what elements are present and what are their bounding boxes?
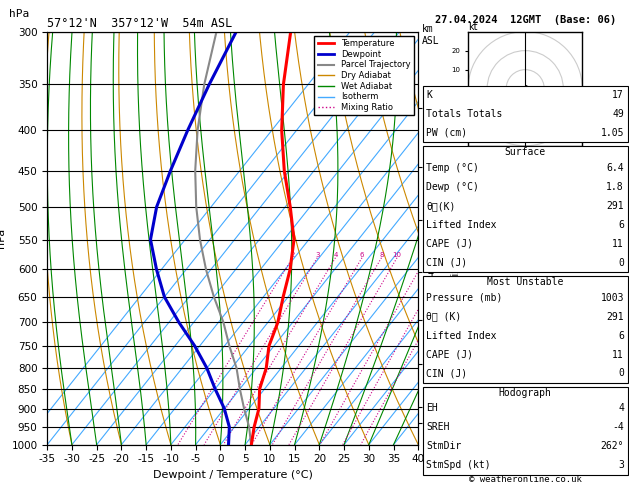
Text: 262°: 262° xyxy=(601,441,624,451)
Text: CIN (J): CIN (J) xyxy=(426,368,467,379)
Text: StmDir: StmDir xyxy=(426,441,462,451)
Text: 0: 0 xyxy=(618,368,624,379)
Text: 0: 0 xyxy=(618,258,624,268)
Text: θᴄ(K): θᴄ(K) xyxy=(426,201,456,211)
Text: ↑: ↑ xyxy=(512,101,519,110)
Text: SREH: SREH xyxy=(426,422,450,433)
Text: 1003: 1003 xyxy=(601,293,624,303)
Text: 27.04.2024  12GMT  (Base: 06): 27.04.2024 12GMT (Base: 06) xyxy=(435,15,616,25)
Text: CAPE (J): CAPE (J) xyxy=(426,239,474,249)
Text: CIN (J): CIN (J) xyxy=(426,258,467,268)
Text: 3: 3 xyxy=(315,252,320,258)
Text: 8: 8 xyxy=(379,252,384,258)
Text: 57°12'N  357°12'W  54m ASL: 57°12'N 357°12'W 54m ASL xyxy=(47,17,233,31)
Y-axis label: Mixing Ratio (g/kg): Mixing Ratio (g/kg) xyxy=(450,192,460,284)
Text: 6: 6 xyxy=(618,220,624,230)
Text: 6.4: 6.4 xyxy=(606,163,624,173)
Text: Lifted Index: Lifted Index xyxy=(426,220,497,230)
Text: 11: 11 xyxy=(612,239,624,249)
Text: 291: 291 xyxy=(606,201,624,211)
Text: EH: EH xyxy=(426,403,438,414)
Text: 10: 10 xyxy=(392,252,401,258)
Text: 3: 3 xyxy=(618,460,624,470)
Text: Totals Totals: Totals Totals xyxy=(426,109,503,119)
Text: -4: -4 xyxy=(612,422,624,433)
Text: 6: 6 xyxy=(360,252,364,258)
Text: 1.05: 1.05 xyxy=(601,128,624,138)
Text: 2: 2 xyxy=(291,252,295,258)
Text: Dewp (°C): Dewp (°C) xyxy=(426,182,479,192)
Legend: Temperature, Dewpoint, Parcel Trajectory, Dry Adiabat, Wet Adiabat, Isotherm, Mi: Temperature, Dewpoint, Parcel Trajectory… xyxy=(314,36,414,115)
Text: © weatheronline.co.uk: © weatheronline.co.uk xyxy=(469,474,582,484)
Text: StmSpd (kt): StmSpd (kt) xyxy=(426,460,491,470)
Text: CAPE (J): CAPE (J) xyxy=(426,349,474,360)
Text: 1.8: 1.8 xyxy=(606,182,624,192)
Text: Most Unstable: Most Unstable xyxy=(487,277,564,287)
Text: K: K xyxy=(426,90,432,100)
X-axis label: Dewpoint / Temperature (°C): Dewpoint / Temperature (°C) xyxy=(153,470,313,480)
Text: 4: 4 xyxy=(333,252,338,258)
Text: 4: 4 xyxy=(618,403,624,414)
Text: hPa: hPa xyxy=(9,9,30,19)
Text: 6: 6 xyxy=(618,330,624,341)
Text: 49: 49 xyxy=(612,109,624,119)
Text: km
ASL: km ASL xyxy=(421,24,439,46)
Text: 11: 11 xyxy=(612,349,624,360)
Text: 17: 17 xyxy=(612,90,624,100)
Text: Pressure (mb): Pressure (mb) xyxy=(426,293,503,303)
Text: Hodograph: Hodograph xyxy=(499,388,552,398)
Text: θᴄ (K): θᴄ (K) xyxy=(426,312,462,322)
Text: Lifted Index: Lifted Index xyxy=(426,330,497,341)
Text: PW (cm): PW (cm) xyxy=(426,128,467,138)
Text: Temp (°C): Temp (°C) xyxy=(426,163,479,173)
Text: 291: 291 xyxy=(606,312,624,322)
Text: kt: kt xyxy=(468,21,477,32)
Text: Surface: Surface xyxy=(504,147,546,157)
Y-axis label: hPa: hPa xyxy=(0,228,6,248)
